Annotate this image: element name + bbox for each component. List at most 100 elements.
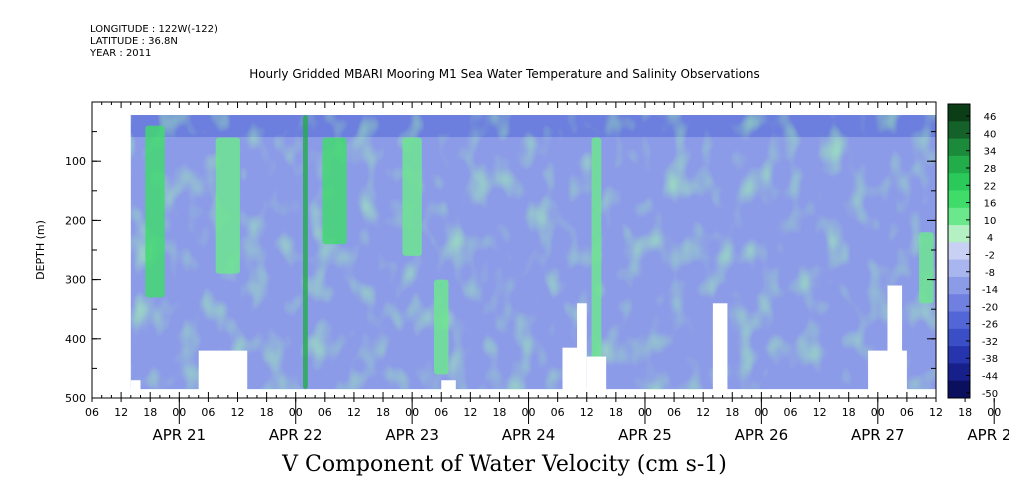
colorbar-swatch — [948, 276, 970, 295]
colorbar-swatch — [948, 363, 970, 382]
colorbar-tick-label: -38 — [982, 354, 998, 365]
colorbar-tick-label: -2 — [985, 250, 995, 261]
x-tick-label: 18 — [143, 406, 157, 419]
missing-data-4 — [577, 303, 587, 391]
missing-data-layer — [130, 285, 907, 391]
colorbar-tick-label: 16 — [984, 199, 997, 210]
x-date-label: APR 28 — [967, 426, 1009, 444]
x-tick-label: 18 — [492, 406, 506, 419]
year-label: YEAR : 2011 — [90, 48, 152, 59]
x-date-label: APR 21 — [153, 426, 207, 444]
x-tick-label: 06 — [201, 406, 215, 419]
colorbar-swatch — [948, 121, 970, 140]
chart-title: Hourly Gridded MBARI Mooring M1 Sea Wate… — [249, 67, 760, 81]
x-date-label: APR 24 — [502, 426, 556, 444]
colorbar-tick-label: 22 — [984, 181, 997, 192]
x-tick-label: 06 — [85, 406, 99, 419]
colorbar-swatch — [948, 138, 970, 157]
colorbar-tick-label: -14 — [982, 285, 998, 296]
colorbar-tick-label: 28 — [984, 164, 997, 175]
colorbar-tick-label: 4 — [987, 233, 993, 244]
colorbar-tick-label: -32 — [982, 337, 998, 348]
missing-data-3 — [562, 347, 582, 391]
x-tick-label: 18 — [376, 406, 390, 419]
y-tick-label: 100 — [65, 155, 86, 168]
x-date-label: APR 23 — [385, 426, 439, 444]
x-tick-label: 18 — [958, 406, 972, 419]
colorbar-swatch — [948, 173, 970, 191]
heatmap-band-4 — [402, 137, 422, 256]
heatmap-band-5 — [433, 279, 449, 375]
colorbar-swatch — [948, 311, 970, 330]
y-tick-label: 500 — [65, 392, 86, 405]
y-axis-label: DEPTH (m) — [34, 220, 47, 280]
colorbar-swatch — [948, 346, 970, 364]
x-tick-label: 06 — [551, 406, 565, 419]
x-tick-label: 18 — [842, 406, 856, 419]
missing-data-0 — [130, 380, 141, 391]
heatmap-band-2 — [303, 115, 308, 390]
x-tick-label: 06 — [434, 406, 448, 419]
heatmap-band-6 — [591, 137, 602, 390]
colorbar-tick-label: -26 — [982, 320, 998, 331]
missing-data-1 — [198, 350, 248, 391]
x-tick-label: 06 — [318, 406, 332, 419]
longitude-label: LONGITUDE : 122W(-122) — [90, 24, 218, 35]
colorbar: 46 40 34 28 22 16 10 4 -2 -8 -14 -20 -26 -32 -38 -44 -50 — [947, 103, 998, 400]
x-axis: 06 12 18 00 06 12 18 00 06 12 18 00 06 12 18 00 06 12 18 00… — [85, 102, 1009, 444]
colorbar-swatch — [948, 242, 970, 261]
colorbar-tick-label: -8 — [985, 268, 995, 279]
colorbar-swatch — [948, 190, 970, 209]
heatmap-band-7 — [919, 232, 934, 304]
latitude-label: LATITUDE : 36.8N — [90, 36, 178, 47]
colorbar-swatch — [948, 294, 970, 313]
x-tick-label: 06 — [783, 406, 797, 419]
x-tick-label: 12 — [347, 406, 361, 419]
colorbar-swatch — [948, 380, 970, 399]
heatmap-band-0 — [145, 125, 165, 298]
colorbar-tick-label: 40 — [984, 129, 997, 140]
missing-data-2 — [441, 380, 456, 391]
heatmap-band-3 — [322, 137, 347, 245]
x-tick-label: 18 — [609, 406, 623, 419]
x-tick-label: 18 — [725, 406, 739, 419]
x-tick-label: 12 — [231, 406, 245, 419]
x-tick-label: 12 — [929, 406, 943, 419]
x-tick-label: 06 — [667, 406, 681, 419]
colorbar-swatch — [948, 225, 970, 243]
y-axis: 100 200 300 400 500 — [65, 101, 936, 405]
x-tick-label: 06 — [900, 406, 914, 419]
y-tick-label: 200 — [65, 214, 86, 227]
missing-data-6 — [712, 303, 728, 391]
colorbar-swatch — [948, 328, 970, 347]
x-tick-label: 12 — [580, 406, 594, 419]
colorbar-tick-label: -20 — [982, 302, 998, 313]
heatmap-layer — [130, 115, 936, 390]
colorbar-swatch — [948, 155, 970, 174]
heatmap-texture — [130, 115, 936, 390]
x-tick-label: 12 — [813, 406, 827, 419]
x-tick-label: 12 — [696, 406, 710, 419]
x-tick-label: 18 — [260, 406, 274, 419]
colorbar-tick-label: -50 — [982, 389, 998, 400]
x-tick-label: 12 — [114, 406, 128, 419]
colorbar-tick-label: 10 — [984, 216, 997, 227]
x-date-label: APR 26 — [735, 426, 789, 444]
x-date-label: APR 22 — [269, 426, 323, 444]
colorbar-swatch — [948, 259, 970, 278]
heatmap-band-1 — [215, 137, 240, 274]
colorbar-swatch — [948, 104, 970, 122]
x-date-label: APR 27 — [851, 426, 905, 444]
colorbar-variable-label: V Component of Water Velocity (cm s-1) — [282, 452, 727, 477]
colorbar-frame — [947, 103, 971, 399]
colorbar-tick-label: -44 — [982, 372, 998, 383]
missing-data-8 — [887, 285, 903, 391]
colorbar-tick-label: 46 — [984, 112, 997, 123]
colorbar-tick-label: 34 — [984, 147, 997, 158]
y-tick-label: 400 — [65, 333, 86, 346]
colorbar-swatch — [948, 207, 970, 226]
x-date-label: APR 25 — [618, 426, 672, 444]
y-tick-label: 300 — [65, 274, 86, 287]
missing-data-5 — [586, 356, 607, 391]
